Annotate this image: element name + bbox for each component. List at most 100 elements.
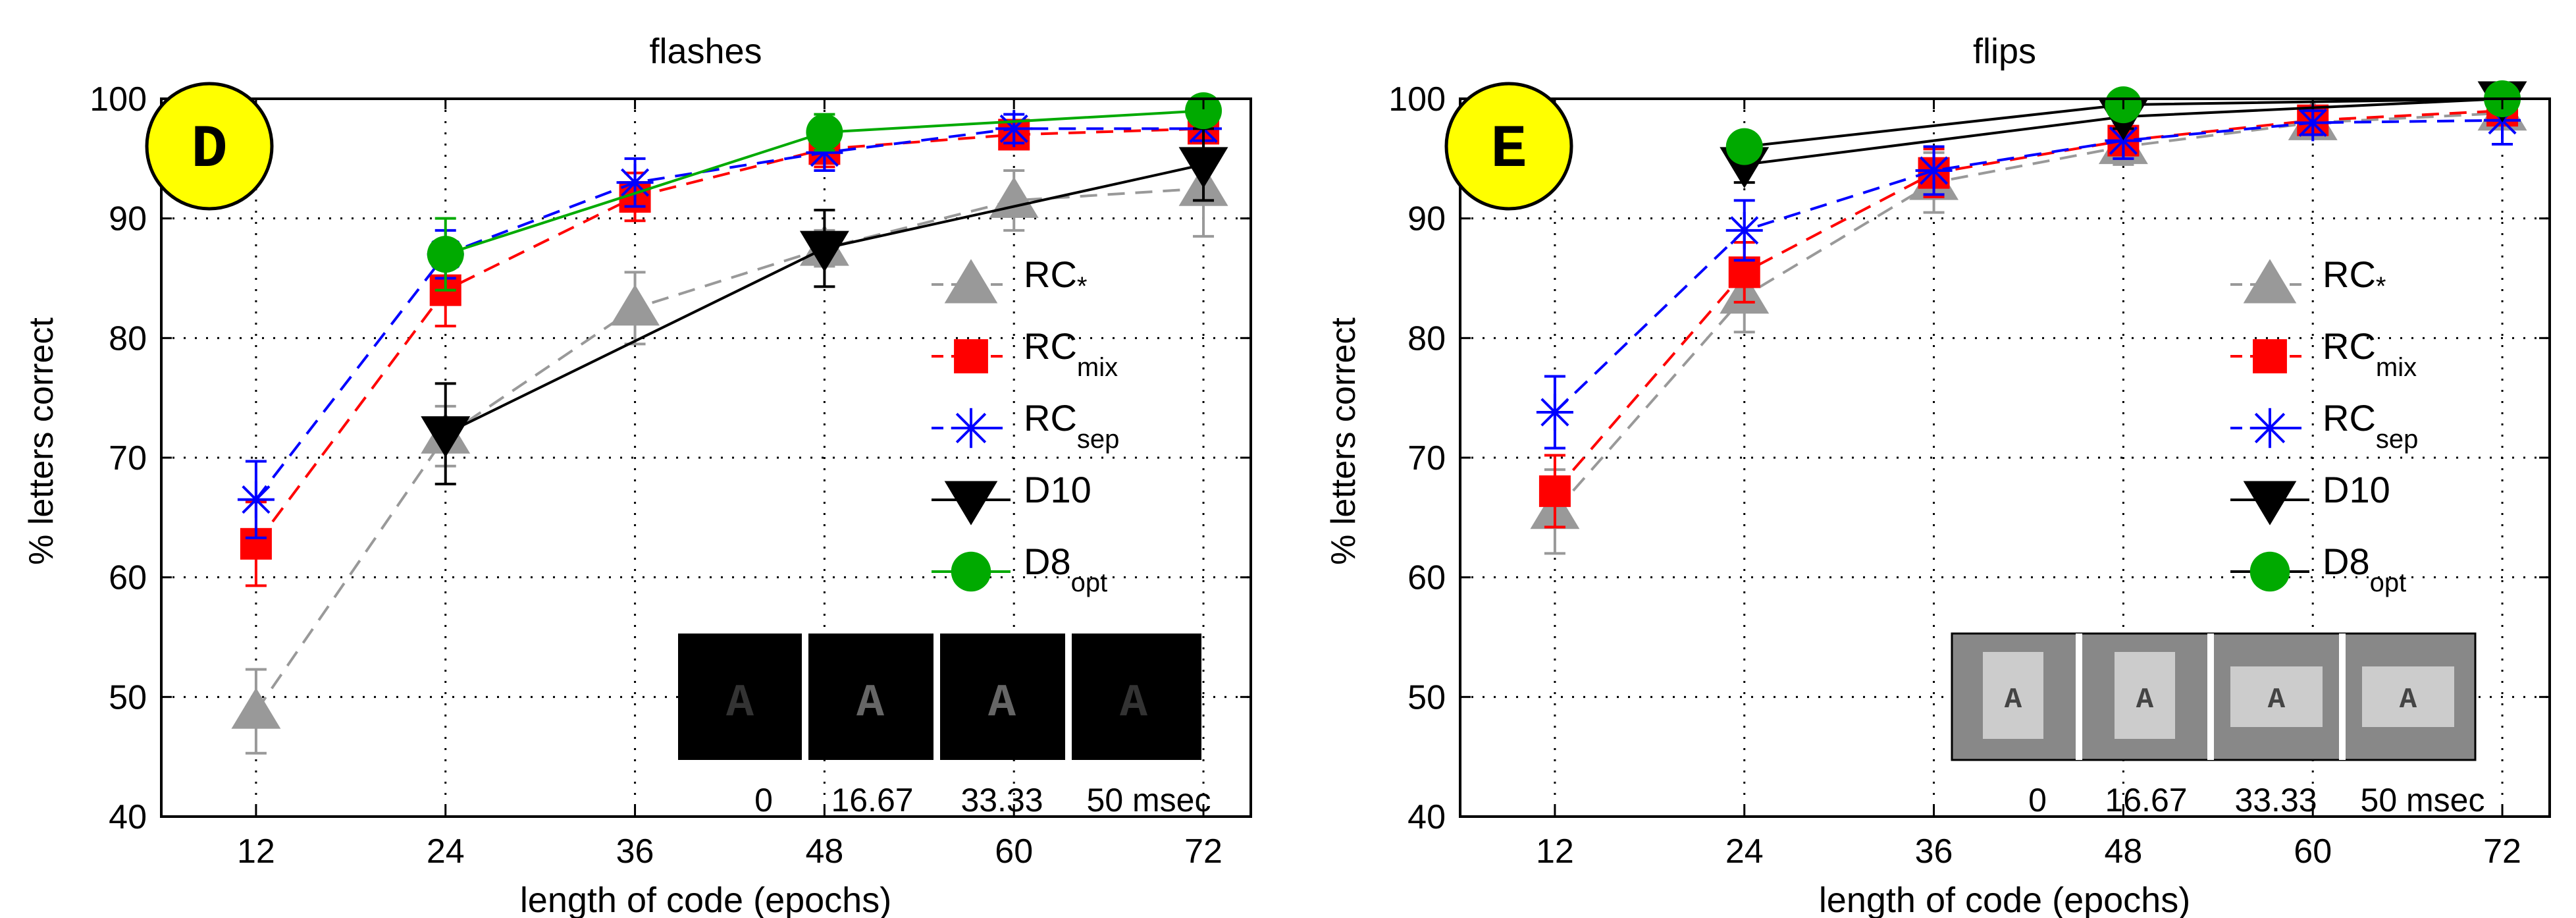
- y-tick-label: 50: [1407, 678, 1446, 716]
- legend-subscript: sep: [2376, 425, 2419, 454]
- marker-legend: [2243, 481, 2297, 526]
- legend-subscript: opt: [1071, 568, 1108, 597]
- x-tick-label: 60: [995, 832, 1033, 871]
- marker-legend: [951, 551, 991, 592]
- panel-badge: D: [145, 82, 274, 211]
- axis-ticks: 12 24 36 48 60 72 40 50 60 70 80 90 100: [1388, 80, 2550, 871]
- inset-timeline: A A A A 0 16.67 33.33 50 msec: [1951, 632, 2485, 819]
- x-tick-label: 60: [2294, 832, 2332, 871]
- inset-frame-letter: A: [988, 678, 1016, 730]
- marker-point: [616, 164, 654, 202]
- inset-timeline: A A A A 0 16.67 33.33 50 msec: [678, 634, 1211, 819]
- y-axis-label: % letters correct: [22, 317, 61, 565]
- y-tick-label: 50: [109, 678, 147, 716]
- inset-flip-card: [2362, 666, 2454, 727]
- inset-frame-letter: A: [726, 678, 754, 730]
- legend-entry: D10: [2230, 469, 2390, 526]
- marker-point: [1725, 211, 1763, 249]
- x-tick-label: 36: [616, 832, 654, 871]
- legend-subscript: mix: [1077, 353, 1118, 382]
- x-axis-label: length of code (epochs): [520, 880, 891, 918]
- inset-time-label: 16.67: [831, 782, 913, 819]
- panel-badge-circle: [145, 82, 274, 211]
- plot-frame: [1459, 97, 2551, 818]
- chart-title: flashes: [649, 32, 762, 71]
- x-tick-label: 24: [1725, 832, 1764, 871]
- legend-entry: D10: [932, 469, 1091, 526]
- inset-separator: [2207, 634, 2214, 760]
- series-d8opt: [427, 92, 1222, 292]
- marker-point: [806, 113, 843, 151]
- x-tick-label: 72: [2483, 832, 2521, 871]
- marker-legend: [944, 481, 998, 526]
- marker-point: [610, 284, 660, 326]
- inset-separator: [2339, 634, 2346, 760]
- x-tick-label: 72: [1184, 832, 1222, 871]
- inset-time-label: 50 msec: [2361, 782, 2485, 819]
- series-layer: [231, 92, 1228, 755]
- x-tick-label: 12: [1536, 832, 1574, 871]
- inset-frame-letter: A: [1120, 678, 1147, 730]
- y-tick-label: 80: [1407, 319, 1446, 358]
- inset-flip-card: [2115, 652, 2175, 739]
- inset-frame-letter: A: [2136, 684, 2154, 716]
- y-tick-label: 100: [1388, 80, 1446, 119]
- marker-legend: [2249, 551, 2290, 592]
- marker-point: [1538, 475, 1571, 507]
- marker-stroke: [2254, 412, 2286, 444]
- marker-stroke: [2109, 126, 2138, 155]
- marker-legend: [2249, 408, 2290, 448]
- y-tick-label: 90: [109, 200, 147, 238]
- inset-separator: [933, 634, 940, 760]
- marker-stroke: [242, 485, 271, 514]
- x-tick-label: 36: [1915, 832, 1953, 871]
- inset-flip-card: [2230, 666, 2323, 727]
- legend-subscript: opt: [2370, 568, 2407, 597]
- inset-separator: [802, 634, 808, 760]
- inset-time-label: 33.33: [960, 782, 1043, 819]
- inset-frame-letter: A: [2005, 684, 2022, 716]
- marker-legend: [951, 408, 991, 448]
- legend-subscript: *: [1077, 272, 1088, 301]
- axis-ticks: 12 24 36 48 60 72 40 50 60 70 80 90 100: [90, 80, 1251, 871]
- panel-badge: E: [1444, 82, 1573, 211]
- y-tick-label: 80: [109, 319, 147, 358]
- y-tick-label: 40: [1407, 798, 1446, 836]
- y-tick-label: 70: [1407, 439, 1446, 477]
- marker-point: [989, 176, 1039, 218]
- marker-stroke: [955, 412, 987, 444]
- inset-separator: [1065, 634, 1072, 760]
- legend-subscript: mix: [2376, 353, 2417, 382]
- legend-label: RC*: [1024, 254, 1087, 301]
- marker-point: [421, 416, 471, 458]
- inset-frame-letter: A: [856, 678, 884, 730]
- x-tick-label: 48: [805, 832, 843, 871]
- inset-frame-letter: A: [2400, 684, 2417, 716]
- inset-flip-card: [1983, 652, 2043, 739]
- series-line: [1554, 109, 2503, 493]
- panel-badge-letter: D: [191, 115, 227, 184]
- series-layer: [1530, 80, 2527, 555]
- chart-title: flips: [1973, 32, 2036, 71]
- marker-stroke: [1730, 216, 1759, 245]
- marker-stroke: [620, 168, 650, 197]
- y-tick-label: 70: [109, 439, 147, 477]
- marker-legend: [944, 259, 998, 304]
- panel-flashes: flashes % letters correct length of code…: [22, 32, 1252, 918]
- series-line: [1554, 119, 2503, 414]
- marker-point: [1728, 256, 1760, 288]
- y-tick-label: 60: [1407, 559, 1446, 597]
- marker-point: [1185, 92, 1222, 130]
- legend-label: RC*: [2323, 254, 2386, 301]
- marker-point: [427, 236, 464, 273]
- series-line: [255, 187, 1204, 713]
- marker-point: [231, 688, 281, 729]
- y-tick-label: 100: [90, 80, 147, 119]
- inset-time-label: 50 msec: [1087, 782, 1211, 819]
- inset-time-label: 33.33: [2234, 782, 2317, 819]
- y-tick-label: 90: [1407, 200, 1446, 238]
- marker-point: [995, 110, 1033, 148]
- marker-stroke: [1540, 398, 1569, 427]
- x-tick-label: 12: [237, 832, 275, 871]
- legend-label: D10: [1024, 469, 1091, 510]
